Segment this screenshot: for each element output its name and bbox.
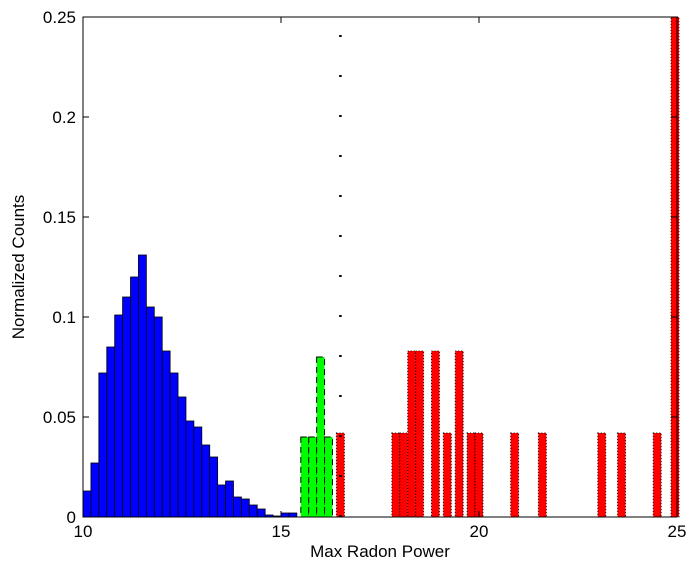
bar-2-6: [442, 432, 452, 518]
bar-2-4: [415, 350, 425, 518]
y-tick-label: 0.1: [52, 308, 76, 327]
x-tick-label: 10: [74, 522, 93, 541]
bar-0-2: [98, 372, 108, 518]
y-tick-label: 0.2: [52, 108, 76, 127]
bar-1-3: [324, 436, 333, 518]
bar-0-25: [280, 512, 290, 518]
bar-0-14: [193, 426, 203, 518]
bar-0-8: [145, 306, 155, 518]
bar-0-11: [169, 372, 179, 518]
bar-1-1: [308, 436, 318, 518]
bar-0-4: [114, 314, 124, 518]
bar-2-8: [466, 432, 476, 518]
ticks-layer: 10 15 20 25 0 0.05 0.1 0.15 0.2 0.25: [43, 8, 687, 541]
bar-2-3: [407, 350, 417, 518]
x-tick-label: 15: [272, 522, 291, 541]
bar-2-2: [399, 432, 409, 518]
bar-0-12: [177, 396, 187, 518]
y-tick-label: 0.05: [43, 408, 76, 427]
bar-0-5: [122, 296, 131, 518]
bar-2-14: [652, 432, 662, 518]
bar-0-26: [288, 512, 298, 518]
bar-0-17: [217, 484, 226, 518]
bar-0-20: [240, 498, 250, 518]
bar-2-12: [597, 432, 607, 518]
bar-2-10: [510, 432, 520, 518]
bar-0-19: [233, 496, 242, 518]
bar-2-11: [537, 432, 547, 518]
y-tick-label: 0: [67, 508, 76, 527]
bar-0-3: [106, 346, 116, 518]
bar-1-0: [300, 436, 310, 518]
bar-2-13: [617, 432, 627, 518]
bar-0-22: [256, 508, 266, 518]
bar-0-15: [201, 444, 211, 518]
bar-2-9: [474, 432, 484, 518]
y-tick-label: 0.25: [43, 8, 76, 27]
bar-0-21: [248, 504, 258, 518]
bar-0-9: [153, 316, 163, 518]
bar-2-7: [454, 350, 464, 518]
bar-0-16: [209, 456, 219, 518]
axes-box: [82, 16, 678, 518]
bar-0-1: [90, 462, 100, 518]
bar-0-7: [138, 254, 147, 518]
bar-2-15: [670, 16, 680, 518]
bar-0-13: [185, 420, 195, 518]
x-tick-label: 20: [470, 522, 489, 541]
bar-1-2: [316, 356, 326, 518]
bar-2-1: [391, 432, 401, 518]
bar-0-18: [225, 480, 234, 518]
bar-0-10: [161, 350, 171, 518]
bar-2-5: [430, 350, 440, 518]
bar-0-6: [130, 276, 139, 518]
bar-0-0: [82, 490, 92, 518]
x-tick-label: 25: [668, 522, 687, 541]
y-tick-label: 0.15: [43, 208, 76, 227]
x-axis-label: Max Radon Power: [310, 542, 450, 561]
bars-layer: [82, 16, 680, 518]
y-axis-label: Normalized Counts: [9, 195, 28, 340]
